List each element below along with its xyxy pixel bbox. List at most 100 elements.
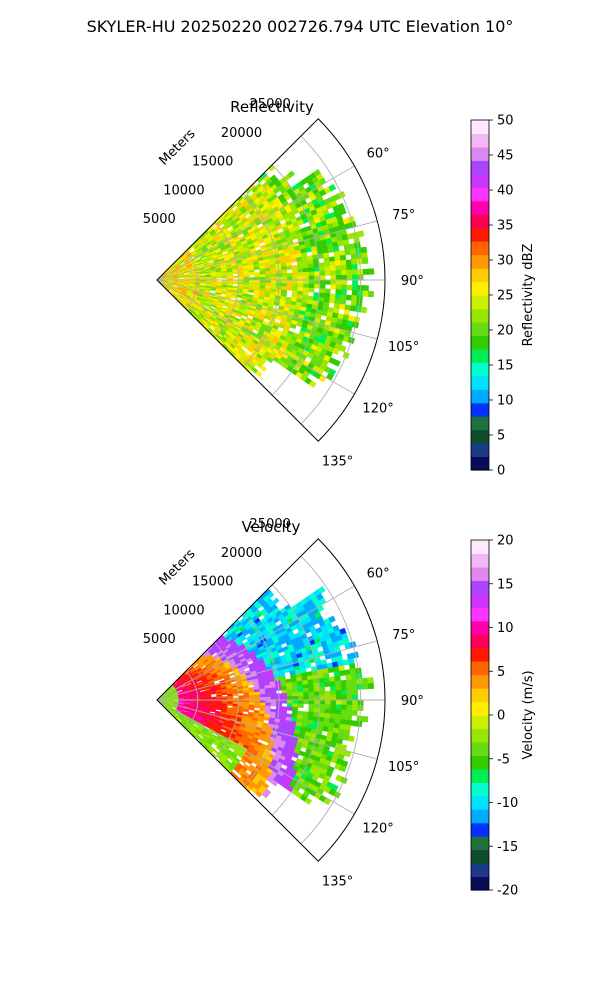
field-cell	[292, 703, 299, 708]
field-cell	[248, 706, 255, 711]
colorbar-tick-label: -20	[497, 884, 518, 899]
field-cell	[319, 275, 326, 281]
field-cell	[351, 289, 358, 297]
field-cell	[341, 274, 348, 281]
field-cell	[308, 691, 315, 697]
field-cell	[319, 279, 326, 285]
colorbar-swatch	[471, 607, 489, 622]
field-cell	[297, 287, 304, 292]
field-cell	[362, 268, 369, 275]
colorbar-swatch	[471, 362, 489, 377]
field-cell	[270, 693, 277, 698]
radial-tick-label: 5000	[143, 212, 176, 227]
field-cell	[297, 703, 304, 708]
colorbar-swatch	[471, 443, 489, 458]
field-cell	[297, 268, 304, 273]
field-cell	[351, 678, 358, 685]
colorbar-swatch	[471, 741, 489, 756]
radial-tick-label: 20000	[221, 126, 262, 141]
field-cell	[281, 706, 288, 711]
field-cell	[335, 704, 342, 710]
field-cell	[340, 289, 347, 296]
field-cell	[308, 695, 315, 701]
field-cell	[270, 696, 277, 701]
colorbar-tick-label: 0	[497, 709, 505, 724]
colorbar-tick-label: -10	[497, 796, 518, 811]
field-cell	[254, 694, 261, 698]
colorbar-swatch	[471, 620, 489, 635]
field-cell	[319, 284, 326, 290]
field-cell	[324, 288, 331, 294]
field-cell	[335, 284, 342, 290]
field-cell	[259, 271, 266, 275]
field-cell	[270, 279, 277, 284]
colorbar-swatch	[471, 593, 489, 608]
colorbar-swatch	[471, 308, 489, 323]
field-cell	[346, 274, 353, 281]
field-cell	[286, 689, 293, 694]
colorbar-swatch	[471, 701, 489, 716]
colorbar-swatch	[471, 795, 489, 810]
field-cell	[291, 264, 298, 270]
field-cell	[297, 699, 304, 705]
field-cell	[352, 279, 359, 286]
field-cell	[255, 370, 263, 378]
field-cell	[297, 710, 304, 716]
field-cell	[297, 272, 304, 277]
colorbar-swatch	[471, 782, 489, 797]
field-cell	[346, 269, 353, 276]
field-cell	[346, 699, 353, 706]
field-cell	[281, 689, 288, 694]
field-cell	[368, 268, 375, 275]
field-cell	[281, 699, 288, 704]
field-cell	[333, 670, 341, 677]
field-cell	[324, 266, 331, 272]
field-cell	[329, 681, 336, 687]
field-cell	[286, 699, 293, 704]
colorbar-swatch	[471, 120, 489, 135]
angle-tick-label: 75°	[392, 208, 415, 223]
colorbar-swatch	[471, 160, 489, 175]
angle-tick-label: 75°	[392, 628, 415, 643]
field-cell	[319, 704, 326, 710]
field-cell	[290, 257, 298, 263]
field-cell	[318, 682, 326, 688]
field-cell	[339, 670, 346, 677]
angle-tick-label: 90°	[401, 274, 424, 289]
field-cell	[286, 276, 293, 281]
field-cell	[330, 284, 337, 290]
field-cell	[319, 270, 326, 276]
field-cell	[334, 255, 341, 262]
field-cell	[313, 707, 320, 714]
field-cell	[264, 270, 272, 275]
field-cell	[351, 284, 359, 291]
field-cell	[200, 282, 207, 285]
field-cell	[313, 271, 321, 277]
field-cell	[360, 306, 368, 314]
colorbar-swatch	[471, 876, 489, 891]
field-cell	[259, 694, 266, 698]
colorbar-swatch	[471, 389, 489, 404]
field-cell	[270, 282, 277, 287]
field-cell	[286, 692, 293, 697]
field-cell	[346, 684, 353, 691]
field-cell	[281, 269, 288, 274]
field-cell	[351, 295, 358, 302]
field-cell	[340, 294, 347, 301]
field-cell	[292, 692, 299, 697]
colorbar-tick-label: 15	[497, 577, 514, 592]
field-cell	[340, 259, 347, 266]
field-cell	[330, 699, 337, 705]
field-cell	[286, 286, 293, 291]
colorbar-swatch	[471, 375, 489, 390]
field-cell	[297, 684, 304, 690]
field-cell	[237, 272, 244, 276]
field-cell	[292, 272, 299, 277]
field-cell	[281, 692, 288, 697]
colorbar-tick-label: 5	[497, 429, 505, 444]
field-cell	[345, 674, 352, 681]
field-cell	[335, 685, 342, 691]
azimuth-spoke	[156, 220, 378, 281]
field-cell	[329, 265, 337, 272]
colorbar-swatch	[471, 241, 489, 256]
